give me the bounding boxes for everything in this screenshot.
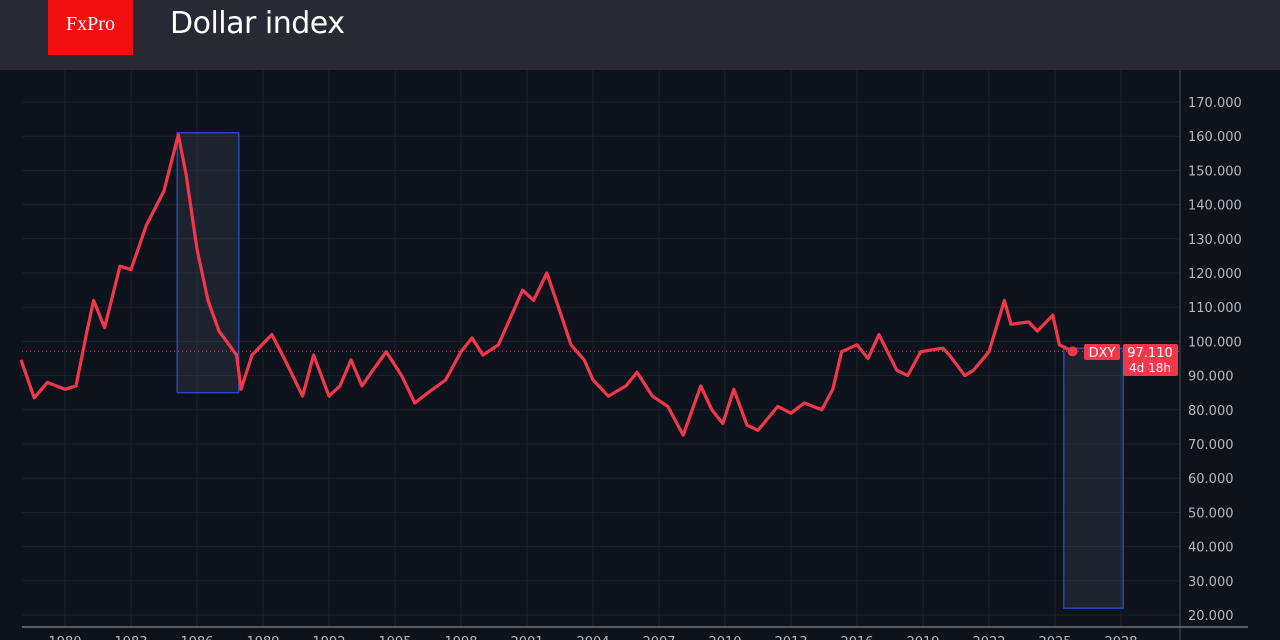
x-tick-label: 1989 xyxy=(246,635,279,640)
y-tick-label: 120.000 xyxy=(1188,267,1242,282)
y-tick-label: 160.000 xyxy=(1188,130,1242,145)
price-label: DXY 97.110 4d 18h xyxy=(1084,344,1178,376)
y-tick-label: 50.000 xyxy=(1188,506,1234,521)
annotation-rectangle xyxy=(1063,347,1124,609)
x-tick-label: 2001 xyxy=(510,635,543,640)
x-tick-label: 1983 xyxy=(114,635,147,640)
y-tick-label: 20.000 xyxy=(1188,609,1234,624)
y-tick-label: 100.000 xyxy=(1188,335,1242,350)
x-tick-label: 2019 xyxy=(906,635,939,640)
fxpro-logo: FxPro xyxy=(48,0,133,55)
y-tick-label: 140.000 xyxy=(1188,199,1242,214)
x-tick-label: 1986 xyxy=(180,635,213,640)
x-tick-label: 2004 xyxy=(576,635,609,640)
y-tick-label: 150.000 xyxy=(1188,164,1242,179)
y-tick-label: 80.000 xyxy=(1188,404,1234,419)
plot-background xyxy=(0,70,1280,640)
x-tick-label: 2028 xyxy=(1104,635,1137,640)
dxy-series-line xyxy=(19,133,1074,437)
chart-title: Dollar index xyxy=(170,6,345,41)
symbol-badge xyxy=(1084,344,1120,360)
y-tick-label: 130.000 xyxy=(1188,233,1242,248)
last-price-dot xyxy=(1067,346,1078,357)
y-tick-label: 90.000 xyxy=(1188,370,1234,385)
x-tick-label: 1995 xyxy=(378,635,411,640)
value-badge xyxy=(1123,344,1178,376)
x-tick-label: 1998 xyxy=(444,635,477,640)
x-tick-label: 2016 xyxy=(840,635,873,640)
x-tick-label: 2025 xyxy=(1038,635,1071,640)
y-tick-label: 60.000 xyxy=(1188,472,1234,487)
y-tick-label: 30.000 xyxy=(1188,575,1234,590)
x-tick-label: 1980 xyxy=(48,635,81,640)
symbol-label: DXY xyxy=(1089,346,1116,361)
y-tick-label: 70.000 xyxy=(1188,438,1234,453)
x-tick-label: 2007 xyxy=(642,635,675,640)
price-value: 97.110 xyxy=(1127,346,1173,361)
y-tick-label: 110.000 xyxy=(1188,301,1242,316)
x-tick-label: 2010 xyxy=(708,635,741,640)
x-tick-label: 2013 xyxy=(774,635,807,640)
logo-text: FxPro xyxy=(66,13,115,35)
header: FxPro Dollar index xyxy=(0,0,1280,70)
x-tick-label: 2022 xyxy=(972,635,1005,640)
y-tick-label: 40.000 xyxy=(1188,541,1234,556)
bar-countdown: 4d 18h xyxy=(1129,361,1171,375)
x-tick-label: 1992 xyxy=(312,635,345,640)
y-tick-label: 170.000 xyxy=(1188,96,1242,111)
